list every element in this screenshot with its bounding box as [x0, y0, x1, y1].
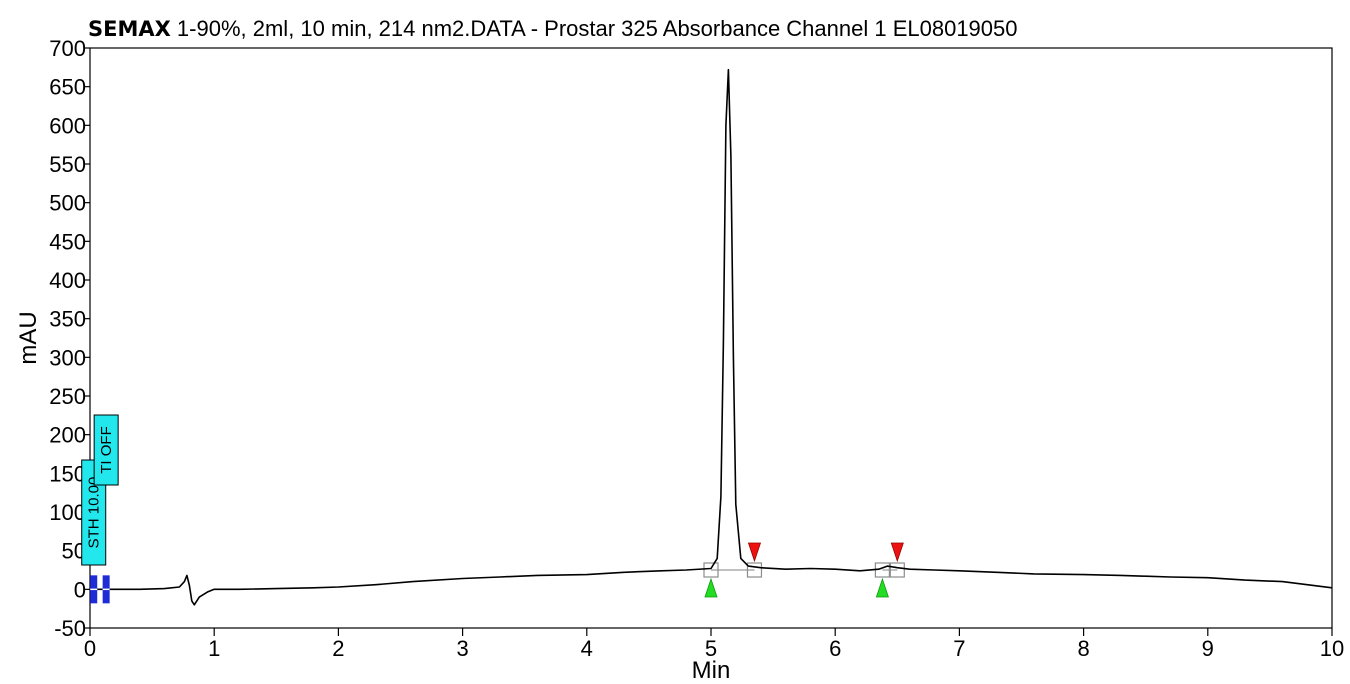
y-tick-label: 300 — [49, 345, 86, 370]
y-tick-label: 100 — [49, 500, 86, 525]
peak-markers — [703, 542, 905, 598]
y-tick-label: 0 — [74, 577, 86, 602]
x-axis-title: Min — [692, 657, 731, 684]
peak-end-marker — [890, 542, 904, 563]
x-tick-label: 9 — [1202, 636, 1214, 661]
y-tick-label: 650 — [49, 75, 86, 100]
y-axis-title: mAU — [15, 311, 42, 364]
y-tick-label: 400 — [49, 268, 86, 293]
x-tick-label: 8 — [1077, 636, 1089, 661]
x-tick-label: 7 — [953, 636, 965, 661]
x-tick-label: 2 — [332, 636, 344, 661]
event-label-box — [93, 414, 119, 486]
x-tick-label: 3 — [456, 636, 468, 661]
series-layer — [90, 68, 1333, 606]
peak-end-marker — [747, 542, 762, 563]
y-axis-ticks: -500501001502002503003504004505005506006… — [49, 36, 90, 641]
peak-end-box — [746, 562, 763, 578]
chart-title-details: 1-90%, 2ml, 10 min, 214 nm2.DATA - Prost… — [170, 16, 1018, 41]
y-tick-label: 250 — [49, 384, 86, 409]
x-axis-ticks: 0 1 2 3 4 5 6 7 8 9 10 — [84, 628, 1344, 661]
y-tick-label: 600 — [49, 113, 86, 138]
event-label: TI OFF — [98, 426, 115, 474]
peak-start-marker — [704, 577, 718, 598]
y-tick-label: 500 — [49, 191, 86, 216]
x-tick-label: 5 — [705, 636, 717, 661]
y-tick-label: 550 — [49, 152, 86, 177]
peak-start-box — [703, 562, 719, 578]
y-tick-label: 200 — [49, 423, 86, 448]
event-markers: STH 10.00 TI OFF — [81, 414, 119, 604]
series-line — [90, 68, 1333, 606]
peak-end-box — [889, 562, 905, 578]
y-tick-label: -50 — [54, 616, 86, 641]
x-tick-label: 0 — [84, 636, 96, 661]
y-tick-label: 150 — [49, 461, 86, 486]
y-tick-label: 350 — [49, 307, 86, 332]
y-tick-label: 450 — [49, 229, 86, 254]
x-tick-label: 10 — [1320, 636, 1344, 661]
event-label: STH 10.00 — [86, 477, 103, 549]
chart-title: SEMAX 1-90%, 2ml, 10 min, 214 nm2.DATA -… — [88, 16, 1018, 42]
x-tick-label: 4 — [581, 636, 593, 661]
plot-frame — [89, 47, 1333, 629]
chart-title-sample: SEMAX — [88, 17, 171, 41]
x-tick-label: 6 — [829, 636, 841, 661]
x-tick-label: 1 — [208, 636, 220, 661]
peak-start-marker — [875, 577, 889, 598]
y-tick-label: 700 — [49, 36, 86, 61]
